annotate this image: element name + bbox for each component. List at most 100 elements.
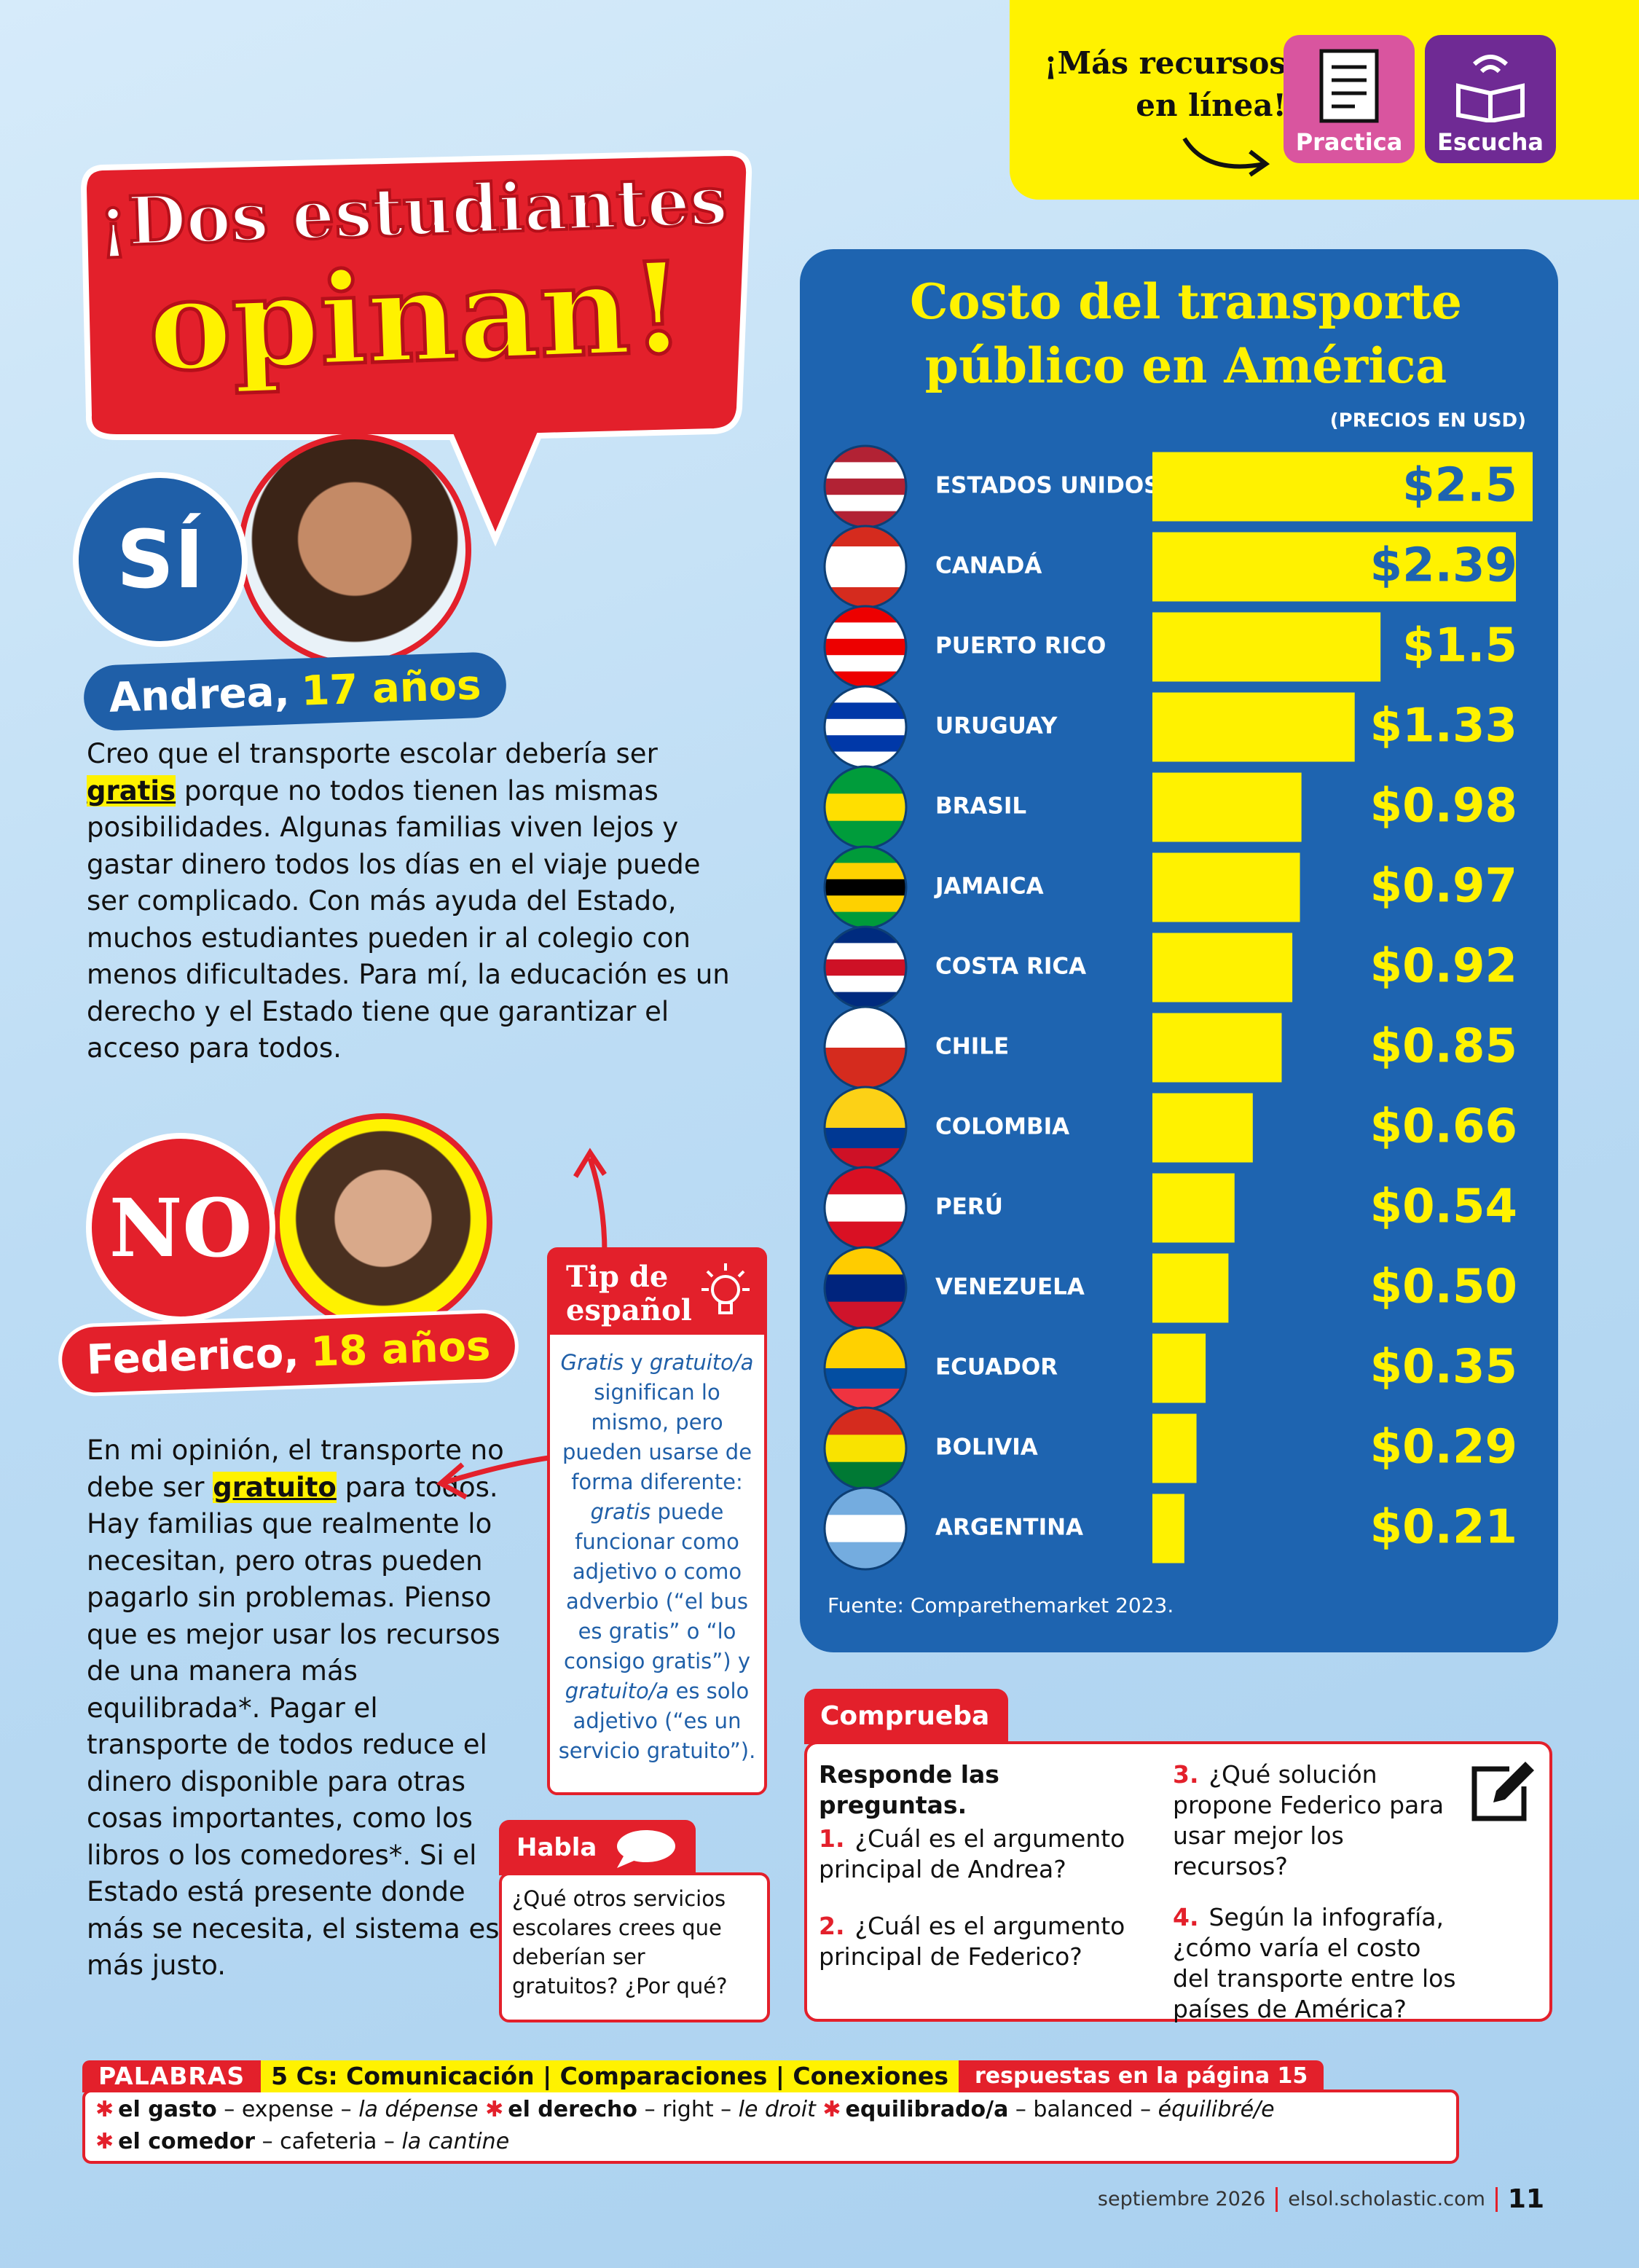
value-label: $1.5	[1402, 619, 1517, 673]
highlight: gratuito	[213, 1471, 337, 1503]
question-num: 3.	[1173, 1760, 1199, 1789]
resources-title: ¡Más recursos en línea!	[1031, 42, 1286, 127]
french: le droit	[738, 2097, 816, 2122]
flag-stripe	[825, 895, 906, 913]
flag-stripe	[825, 959, 906, 977]
palabras-header: PALABRAS 5 Cs: Comunicación | Comparacio…	[82, 2060, 1324, 2092]
lightbulb-icon	[701, 1263, 750, 1314]
flag-stripe	[825, 546, 906, 568]
value-label: $0.98	[1370, 780, 1517, 833]
flag-stripe	[825, 1348, 906, 1369]
palabras-answers: respuestas en la página 15	[958, 2060, 1324, 2092]
category-label: VENEZUELA	[935, 1274, 1085, 1300]
category-label: PUERTO RICO	[935, 633, 1106, 659]
value-label: $0.21	[1370, 1501, 1517, 1555]
headline-bubble	[80, 149, 752, 547]
flag-stripe	[825, 927, 906, 944]
entry: el comedor – cafeteria – la cantine	[95, 2129, 509, 2154]
flag	[825, 446, 906, 527]
flag-stripe	[825, 735, 906, 753]
andrea-opinion: Creo que el transporte escolar debería s…	[87, 736, 742, 1067]
federico-opinion: En mi opinión, el transporte no debe ser…	[87, 1432, 524, 1985]
category-label: BRASIL	[935, 793, 1026, 820]
category-label: ESTADOS UNIDOS	[935, 473, 1160, 499]
escucha-button[interactable]: Escucha	[1425, 35, 1556, 163]
question-num: 1.	[819, 1824, 845, 1853]
category-label: PERÚ	[935, 1193, 1003, 1220]
headline-line-2: opinan!	[144, 232, 689, 402]
text: para todos. Hay familias que realmente l…	[87, 1471, 500, 1982]
palabras-row: el gasto – expense – la dépense el derec…	[95, 2094, 1446, 2126]
flag-stripe	[825, 1274, 906, 1303]
french: équilibré/e	[1157, 2097, 1275, 2122]
footer: septiembre 2026 elsol.scholastic.com 11	[1098, 2184, 1544, 2214]
footer-site: elsol.scholastic.com	[1288, 2188, 1485, 2210]
bar	[1152, 532, 1517, 602]
footer-date: septiembre 2026	[1097, 2188, 1266, 2210]
question-text: ¿Cuál es el argumento principal de Feder…	[819, 1912, 1125, 1971]
chart-subtitle: (PRECIOS EN USD)	[1330, 410, 1526, 432]
flag-stripe	[825, 1221, 906, 1249]
student-age: 17 años	[300, 661, 482, 715]
flag-stripe	[825, 1247, 906, 1276]
flag-stripe	[825, 655, 906, 672]
resources-box: ¡Más recursos en línea! Practica Escucha	[1010, 0, 1639, 200]
habla-title: Habla	[516, 1833, 597, 1862]
footer-page: 11	[1507, 2184, 1544, 2214]
french: la dépense	[358, 2097, 479, 2122]
bar	[1152, 1494, 1184, 1563]
tip-text: gratis	[590, 1499, 651, 1524]
headline: ¡Dos estudiantes opinan!	[84, 160, 747, 402]
flag-stripe	[825, 1515, 906, 1543]
flag	[825, 1247, 906, 1329]
flag-stripe	[825, 1408, 906, 1436]
category-label: COLOMBIA	[935, 1114, 1069, 1140]
flag-stripe	[825, 1488, 906, 1516]
practica-button[interactable]: Practica	[1284, 35, 1415, 163]
question: 4. Según la infografía, ¿cómo varía el co…	[1173, 1902, 1464, 2025]
bar	[1152, 852, 1300, 922]
tip-title-line: Tip de	[566, 1260, 669, 1294]
value-label: $0.35	[1370, 1341, 1517, 1394]
flag	[825, 1167, 906, 1249]
bar	[1152, 1013, 1282, 1083]
flag-stripe	[825, 1368, 906, 1389]
flag-stripe	[825, 606, 906, 624]
text: Creo que el transporte escolar debería s…	[87, 738, 658, 769]
palabras-box: el gasto – expense – la dépense el derec…	[82, 2090, 1459, 2164]
tip-text: significan lo mismo, pero pueden usarse …	[562, 1380, 752, 1494]
value-label: $0.97	[1370, 860, 1517, 914]
bar	[1152, 692, 1355, 762]
tip-text: Gratis	[560, 1350, 624, 1375]
entry: el derecho – right – le droit	[485, 2097, 816, 2122]
flag-stripe	[825, 718, 906, 737]
question: 3. ¿Qué solución propone Federico para us…	[1173, 1759, 1464, 1882]
category-label: JAMAICA	[934, 874, 1044, 900]
badge-text: NO	[109, 1180, 253, 1275]
flag-stripe	[825, 943, 906, 960]
gloss: – cafeteria –	[255, 2129, 402, 2154]
flag-stripe	[825, 766, 906, 795]
french: la cantine	[401, 2129, 510, 2154]
flag-stripe	[825, 1542, 906, 1569]
bar	[1152, 933, 1293, 1002]
flag-stripe	[825, 1301, 906, 1329]
bar	[1152, 1333, 1206, 1403]
value-label: $0.85	[1370, 1020, 1517, 1074]
listen-icon	[1456, 55, 1525, 122]
category-label: CANADÁ	[935, 553, 1042, 579]
button-label: Escucha	[1437, 128, 1544, 156]
tip-arrows	[436, 1147, 608, 1500]
flag-stripe	[825, 446, 906, 463]
comprueba-title: Comprueba	[820, 1701, 990, 1731]
flag-stripe	[825, 879, 906, 897]
si-badge: SÍ	[73, 472, 248, 647]
value-label: $0.54	[1370, 1180, 1517, 1234]
separator	[1495, 2186, 1498, 2212]
palabras-row: el comedor – cafeteria – la cantine	[95, 2126, 1446, 2158]
comprueba-tab: Comprueba	[804, 1689, 1008, 1744]
term: el gasto	[118, 2097, 217, 2122]
habla-text: ¿Qué otros servicios escolares crees que…	[512, 1886, 728, 1998]
gloss: – expense –	[216, 2097, 359, 2122]
